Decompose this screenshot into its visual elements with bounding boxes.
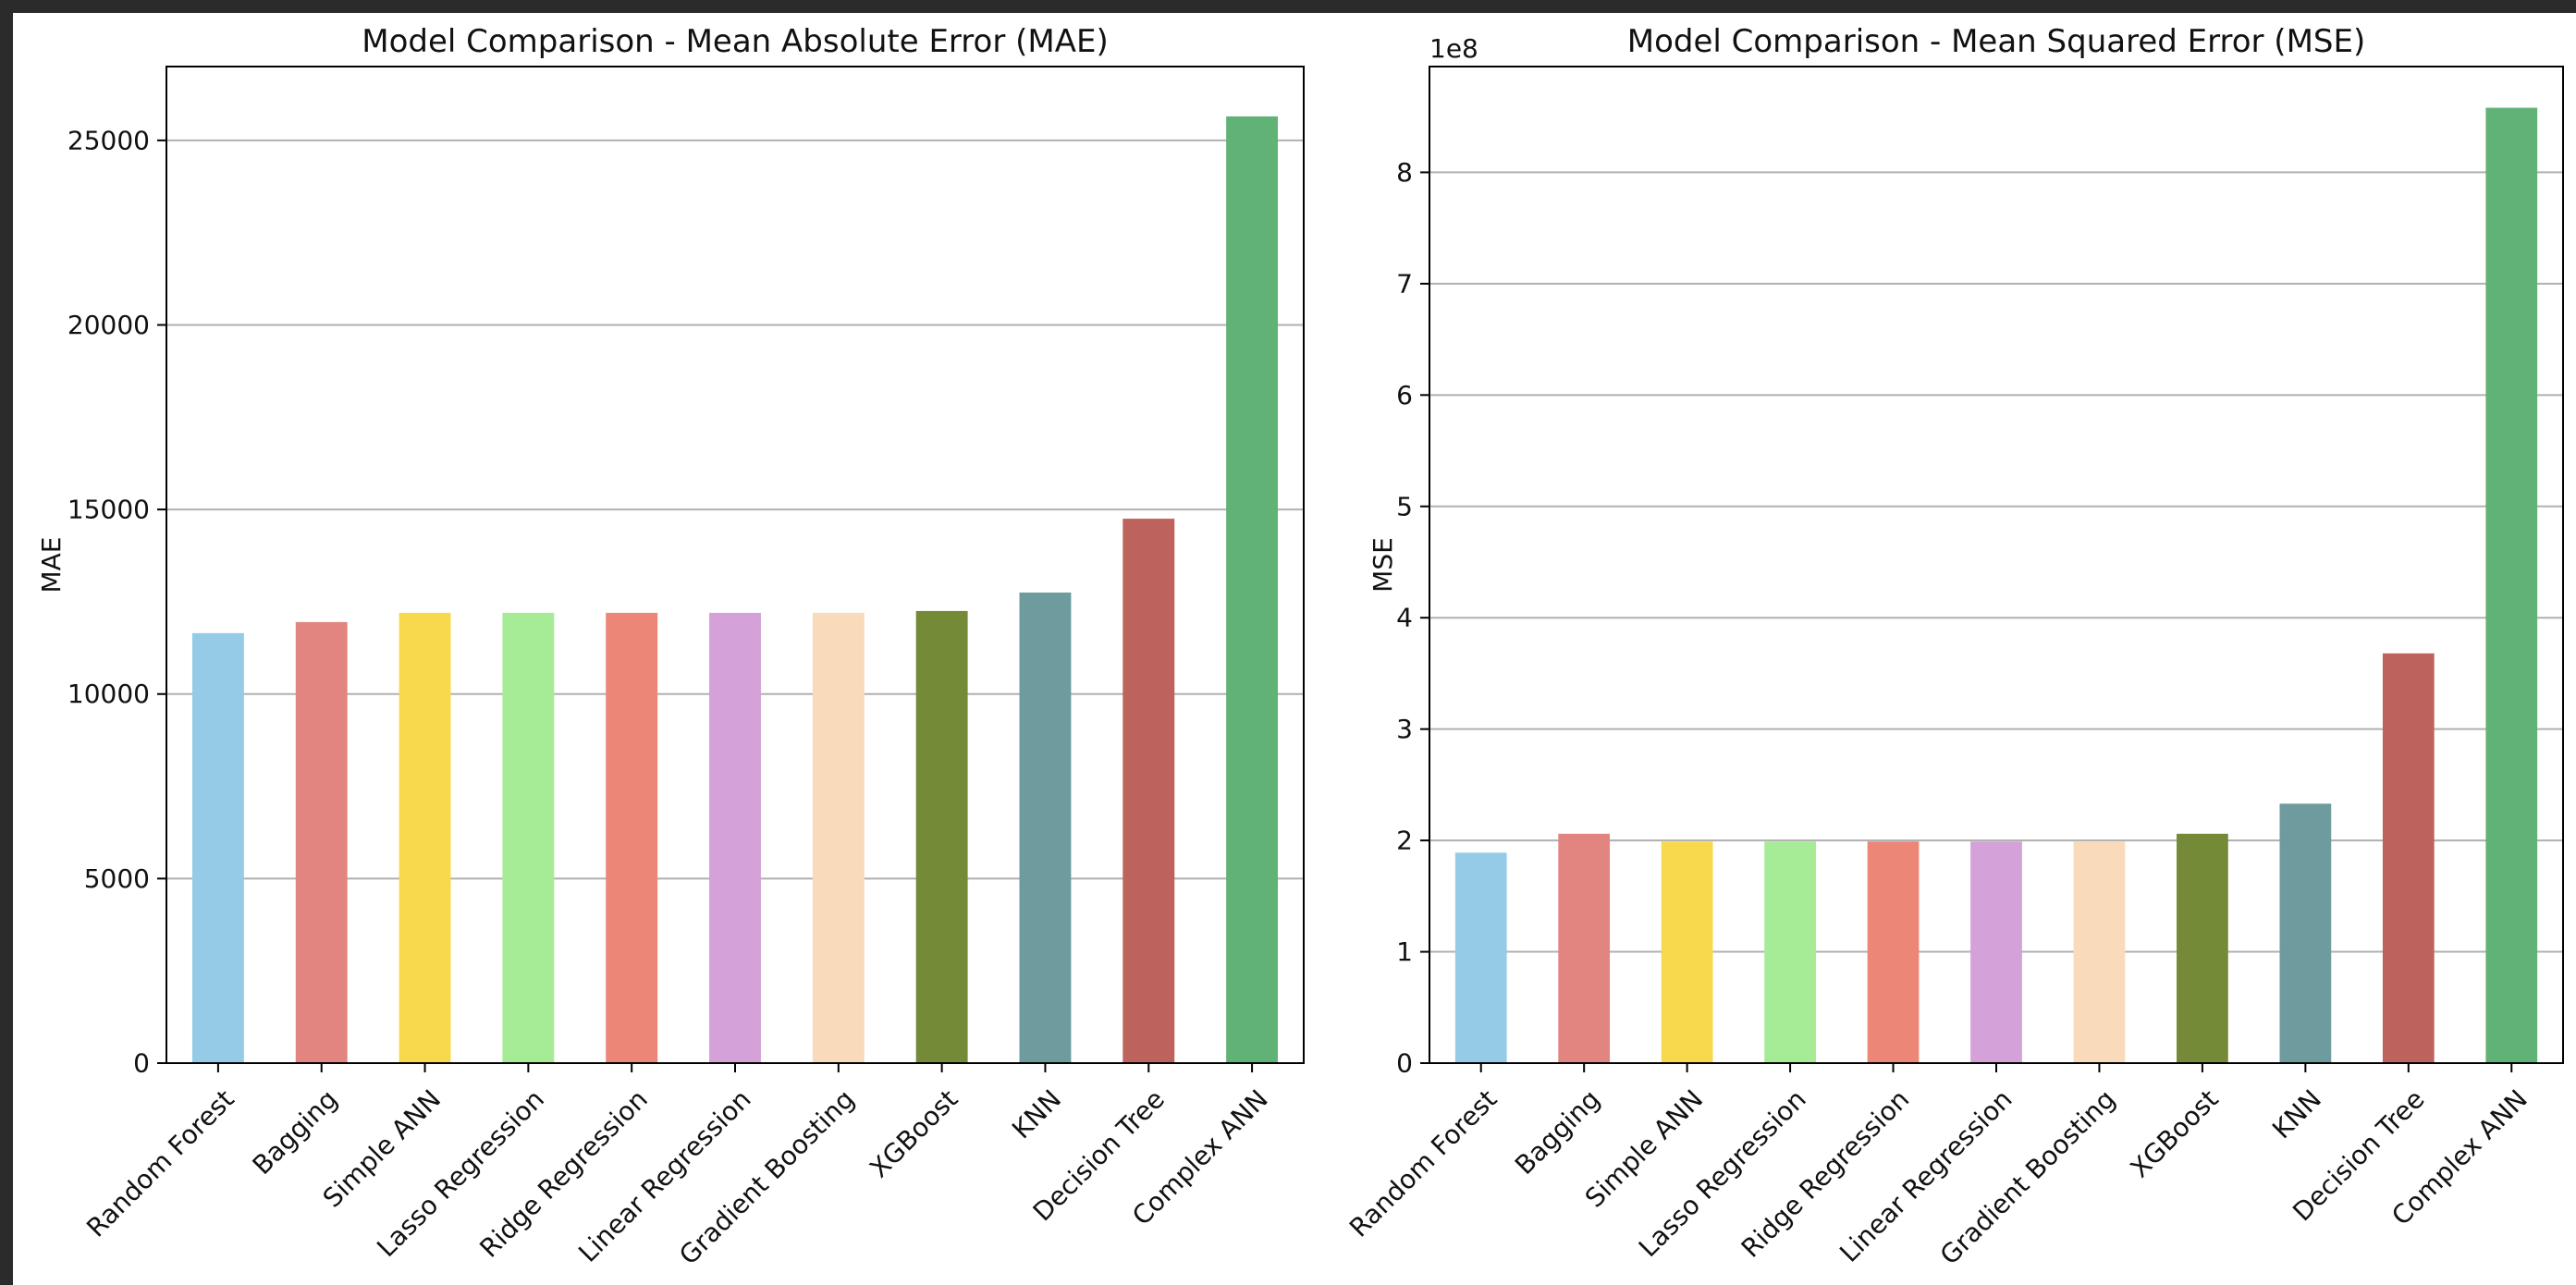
bar-ridge-regression [606, 612, 658, 1063]
y-tick-label: 3 [1396, 714, 1413, 744]
chart-title: Model Comparison - Mean Squared Error (M… [1627, 23, 2366, 60]
bar-bagging [1558, 833, 1611, 1063]
y-tick-label: 15000 [67, 495, 150, 525]
bar-ridge-regression [1867, 841, 1920, 1063]
y-tick-label: 20000 [67, 310, 150, 340]
bar-gradient-boosting [812, 612, 865, 1063]
y-axis-label: MAE [36, 536, 67, 593]
x-tick-label: Linear Regression [1834, 1083, 2018, 1267]
y-tick-label: 6 [1396, 380, 1413, 410]
bar-random-forest [191, 632, 244, 1063]
x-tick-label: KNN [1006, 1083, 1067, 1144]
x-tick-label: Linear Regression [572, 1083, 756, 1267]
y-tick-label: 1 [1396, 936, 1413, 967]
chart-panel-1: 0 5000 10000 15000 20000 25000 Random Forest Ba… [36, 23, 1305, 1271]
bar-simple-ann [1661, 841, 1713, 1063]
bar-complex-ann [1226, 116, 1279, 1063]
y-tick-label: 5000 [84, 863, 150, 894]
bar-lasso-regression [1764, 841, 1816, 1063]
figure: 0 5000 10000 15000 20000 25000 Random Forest Ba… [13, 13, 2576, 1285]
bar-decision-tree [1122, 519, 1175, 1063]
bar-complex-ann [2485, 107, 2538, 1064]
bar-lasso-regression [502, 612, 555, 1063]
bar-xgboost [915, 610, 968, 1063]
y-tick-label: 2 [1396, 826, 1413, 856]
x-tick-label: Bagging [1509, 1083, 1606, 1181]
bar-xgboost [2177, 833, 2228, 1063]
x-tick-label: XGBoost [864, 1083, 963, 1183]
y-tick-label: 25000 [67, 125, 150, 155]
x-tick-label: Gradient Boosting [673, 1083, 860, 1270]
x-tick-label: KNN [2266, 1083, 2327, 1144]
y-tick-label: 10000 [67, 679, 150, 709]
y-tick-label: 7 [1396, 268, 1413, 299]
y-tick-label: 0 [1396, 1048, 1413, 1079]
x-tick-label: XGBoost [2124, 1083, 2224, 1183]
bar-linear-regression [709, 612, 761, 1063]
bar-gradient-boosting [2073, 841, 2126, 1063]
y-tick-label: 8 [1396, 157, 1413, 188]
y-axis-offset-label: 1e8 [1429, 33, 1478, 64]
bar-decision-tree [2382, 653, 2435, 1063]
x-tick-label: Random Forest [1343, 1083, 1503, 1242]
x-tick-label: Gradient Boosting [1934, 1083, 2121, 1270]
bar-random-forest [1454, 852, 1507, 1063]
y-axis-label: MSE [1368, 537, 1398, 593]
bar-simple-ann [399, 612, 451, 1063]
bar-knn [1019, 592, 1072, 1063]
x-tick-label: Bagging [247, 1083, 344, 1181]
y-tick-label: 0 [133, 1048, 150, 1079]
y-tick-label: 5 [1396, 491, 1413, 521]
x-tick-label: Random Forest [80, 1083, 239, 1242]
y-tick-label: 4 [1396, 603, 1413, 633]
bar-bagging [295, 621, 348, 1063]
bar-linear-regression [1970, 841, 2022, 1063]
bar-knn [2279, 803, 2332, 1063]
chart-title: Model Comparison - Mean Absolute Error (… [362, 23, 1108, 60]
